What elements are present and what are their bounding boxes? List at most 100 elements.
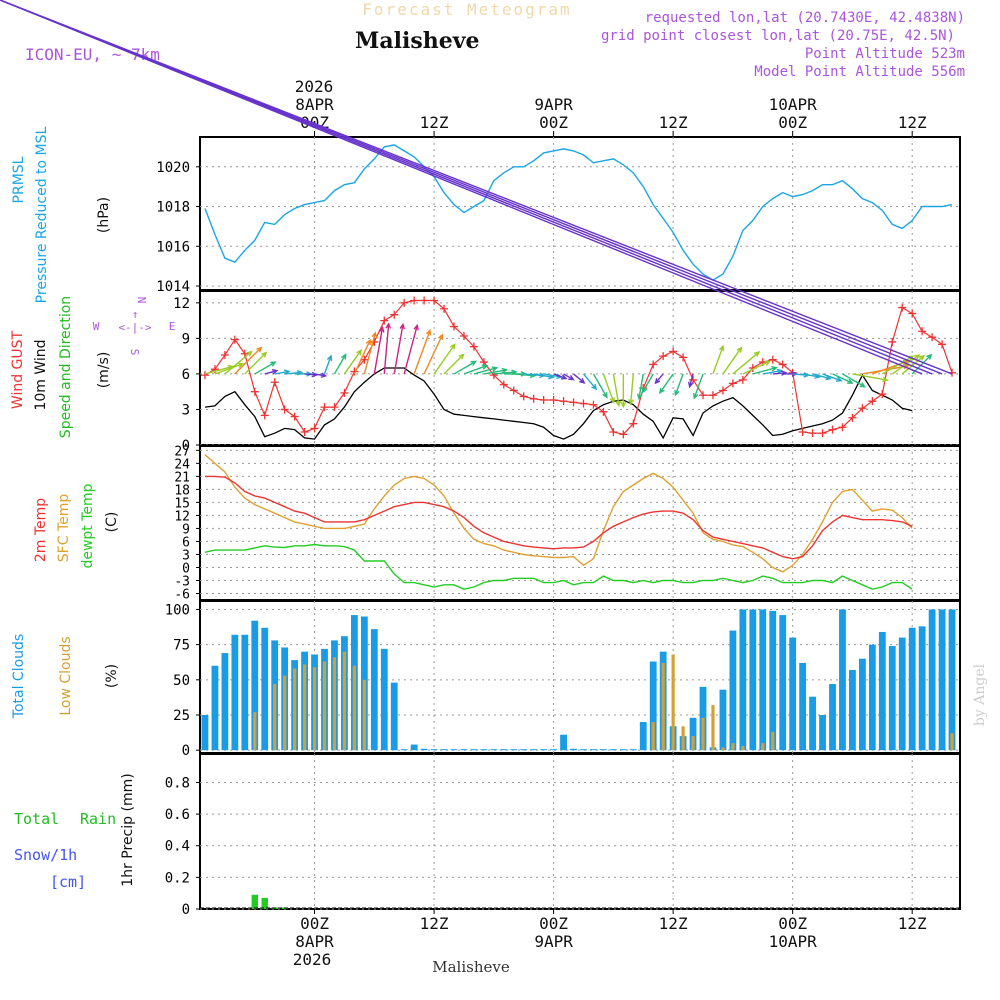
wind-direction-arrow — [852, 373, 888, 381]
temperature-ytick-label: 3 — [182, 548, 190, 563]
wind-arrow-head — [378, 326, 385, 333]
total-cloud-bar — [849, 669, 856, 751]
point-altitude: Point Altitude 523m — [805, 46, 965, 62]
wind-direction-arrow — [413, 330, 431, 375]
wind-direction-arrow — [722, 347, 742, 375]
total-cloud-bar — [261, 627, 269, 751]
wind-gust-marker — [420, 296, 429, 305]
wind-gust-marker — [619, 430, 628, 439]
wind-arrow-head — [654, 378, 661, 385]
precip-unit: 1hr Precip (mm) — [120, 773, 136, 886]
wind-arrow-head — [399, 322, 405, 330]
wind-direction-arrow — [443, 353, 464, 375]
wind-ytick-label: 6 — [182, 367, 190, 383]
wind-gust-marker — [529, 394, 538, 403]
wind-arrow-head — [438, 333, 444, 340]
wind-arrow-head — [458, 353, 465, 360]
total-cloud-bar — [530, 749, 538, 751]
low-cloud-bar — [771, 731, 775, 751]
wind-direction-arrow — [483, 369, 507, 375]
total-cloud-bar — [370, 629, 378, 751]
wind-10m-line — [204, 367, 913, 440]
wind-10m-label: 10m Wind — [33, 339, 49, 410]
wind-gust-marker — [250, 387, 259, 396]
total-cloud-bar — [898, 637, 906, 751]
temperature-ytick-label: 15 — [174, 496, 190, 511]
low-cloud-bar — [352, 665, 356, 751]
total-cloud-bar — [829, 684, 836, 751]
wind-direction-arrow — [423, 334, 443, 375]
total-cloud-bar — [211, 665, 219, 751]
wind-gust-marker — [768, 355, 777, 364]
pressure-label-1: PRMSL — [11, 156, 27, 203]
bottom-tick-hour: 00Z — [778, 914, 807, 933]
bottom-tick-hour: 00Z — [539, 914, 568, 933]
wind-direction-arrow — [642, 373, 654, 393]
wind-direction-arrow — [333, 354, 347, 375]
total-cloud-bar — [420, 748, 428, 751]
wind-direction-arrow — [693, 373, 704, 399]
wind-direction-arrow — [393, 324, 404, 375]
low-cloud-bar — [681, 726, 685, 751]
wind-gust-marker — [440, 304, 449, 313]
top-tick-date: 10APR — [769, 95, 818, 114]
temp-sfc-label: SFC Temp — [56, 494, 72, 563]
total-cloud-bar — [520, 749, 528, 751]
wind-direction-arrow — [403, 325, 418, 375]
wind-gust-marker — [569, 398, 578, 407]
wind-gust-marker — [449, 322, 458, 331]
wind-gust-marker — [649, 360, 658, 369]
wind-gust-marker — [818, 429, 827, 438]
wind-arrow-head — [449, 343, 456, 350]
wind-unit: (m/s) — [96, 352, 112, 389]
wind-direction-arrow — [543, 373, 562, 378]
wind-dir-label: Speed and Direction — [58, 296, 74, 438]
precip-ytick-label: 0.8 — [165, 775, 190, 791]
precip-ytick-label: 0.4 — [165, 839, 190, 855]
clouds-ytick-label: 75 — [173, 638, 190, 654]
total-cloud-bar — [689, 717, 697, 751]
low-cloud-bar — [322, 661, 327, 751]
wind-gust-marker — [669, 347, 678, 356]
wind-direction-arrow — [314, 373, 326, 377]
wind-arrow-head — [602, 392, 608, 399]
precip-ytick-label: 0.2 — [165, 870, 190, 886]
wind-arrow-head — [356, 349, 362, 356]
low-cloud-bar — [312, 667, 317, 751]
temperature-ytick-label: -6 — [174, 587, 190, 602]
wind-gust-marker — [230, 335, 239, 344]
temperature-ytick-label: 27 — [174, 444, 190, 459]
footer-location: Malisheve — [432, 958, 510, 976]
wind-direction-arrow — [802, 373, 820, 378]
wind-direction-arrow — [284, 371, 302, 375]
snow-label: Snow/1h — [14, 846, 77, 864]
total-cloud-bar — [231, 634, 239, 751]
low-cloud-bar — [661, 662, 665, 751]
wind-gust-line — [204, 299, 953, 435]
wind-gust-marker — [280, 405, 289, 414]
total-cloud-bar — [948, 609, 956, 751]
total-cloud-bar — [878, 631, 886, 751]
wind-gust-marker — [718, 386, 727, 395]
total-cloud-bar — [540, 749, 548, 751]
wind-direction-arrow — [812, 373, 831, 380]
wind-arrow-head — [560, 374, 568, 380]
wind-gust-marker — [838, 423, 847, 432]
wind-gust-marker — [599, 407, 608, 416]
total-cloud-bar — [908, 627, 916, 751]
wind-direction-arrow — [463, 364, 487, 375]
wind-direction-arrow — [712, 346, 724, 375]
wind-direction-arrow — [654, 373, 664, 384]
wind-arrow-head — [615, 400, 621, 408]
total-cloud-bar — [769, 610, 777, 751]
wind-panel — [0, 0, 957, 440]
wind-gust-marker — [380, 316, 389, 325]
total-cloud-bar — [918, 626, 926, 751]
wind-arrow-head — [688, 381, 694, 389]
wind-gust-marker — [848, 413, 857, 422]
low-cloud-bar — [721, 747, 725, 751]
total-cloud-bar — [460, 749, 468, 751]
wind-direction-arrow — [688, 373, 694, 387]
temperature-ytick-label: 6 — [182, 535, 190, 550]
wind-gust-marker — [459, 332, 468, 341]
